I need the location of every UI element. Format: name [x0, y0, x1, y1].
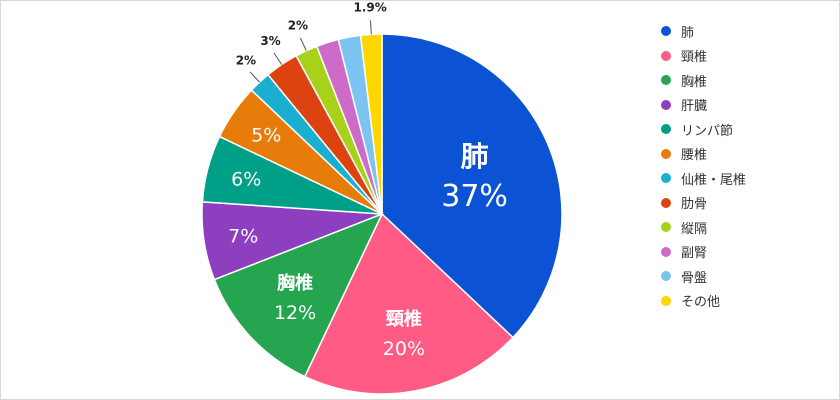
pie-slice [381, 33, 563, 339]
legend-item: 腰椎 [661, 142, 746, 167]
legend-swatch [661, 222, 671, 233]
legend-label: 肋骨 [681, 197, 708, 213]
legend-label: 縦隔 [681, 221, 708, 237]
legend-label: 肝臓 [681, 99, 708, 115]
legend-item: 肺 [661, 19, 746, 44]
pie-slice [213, 212, 384, 378]
slice-outside-label: 1.9% [353, 1, 386, 14]
slice-outside-label: 3% [260, 34, 280, 48]
slice-value-label: 6% [231, 168, 261, 190]
legend-swatch [661, 271, 671, 282]
legend-label: 骨盤 [681, 270, 708, 286]
slice-name-label: 胸椎 [277, 272, 313, 294]
slice-value-label: 37% [441, 179, 508, 214]
legend-label: その他 [681, 295, 721, 311]
legend-label: リンパ節 [681, 123, 734, 139]
slice-value-label: 12% [274, 302, 316, 324]
legend-item: 骨盤 [661, 264, 746, 289]
legend-swatch [661, 197, 671, 208]
slice-name-label: 頸椎 [386, 308, 422, 330]
slice-outside-label: 2% [236, 54, 256, 68]
legend-item: 仙椎・尾椎 [661, 166, 746, 191]
legend-label: 胸椎 [681, 74, 708, 90]
legend-item: 縦隔 [661, 215, 746, 240]
leader-line [249, 71, 260, 83]
legend-item: 胸椎 [661, 68, 746, 93]
legend-label: 頸椎 [681, 50, 708, 66]
legend-swatch [661, 246, 671, 257]
legend-item: 肝臓 [661, 93, 746, 118]
legend-item: 副腎 [661, 240, 746, 265]
legend-swatch [661, 99, 671, 110]
legend-swatch [661, 295, 671, 306]
legend-swatch [661, 26, 671, 37]
slice-value-label: 5% [251, 125, 281, 147]
leader-line [299, 37, 307, 51]
slice-value-label: 7% [228, 225, 258, 247]
pie-slice [359, 33, 383, 215]
legend-label: 副腎 [681, 246, 708, 262]
legend-item: 肋骨 [661, 191, 746, 216]
slice-value-label: 20% [383, 338, 425, 360]
legend-item: 頸椎 [661, 44, 746, 69]
legend-label: 腰椎 [681, 148, 708, 164]
legend-swatch [661, 50, 671, 61]
legend-item: リンパ節 [661, 117, 746, 142]
legend-swatch [661, 75, 671, 86]
legend-swatch [661, 148, 671, 159]
leader-line [369, 20, 372, 35]
slice-name-label: 肺 [461, 140, 489, 173]
slice-outside-label: 2% [288, 19, 308, 33]
legend-swatch [661, 173, 671, 184]
legend-item: その他 [661, 289, 746, 314]
legend-label: 仙椎・尾椎 [681, 172, 747, 188]
pie-slice [303, 212, 514, 395]
legend-swatch [661, 124, 671, 135]
legend-label: 肺 [681, 25, 695, 41]
leader-line [273, 52, 283, 65]
chart-legend: 肺頸椎胸椎肝臓リンパ節腰椎仙椎・尾椎肋骨縦隔副腎骨盤その他 [661, 19, 746, 313]
